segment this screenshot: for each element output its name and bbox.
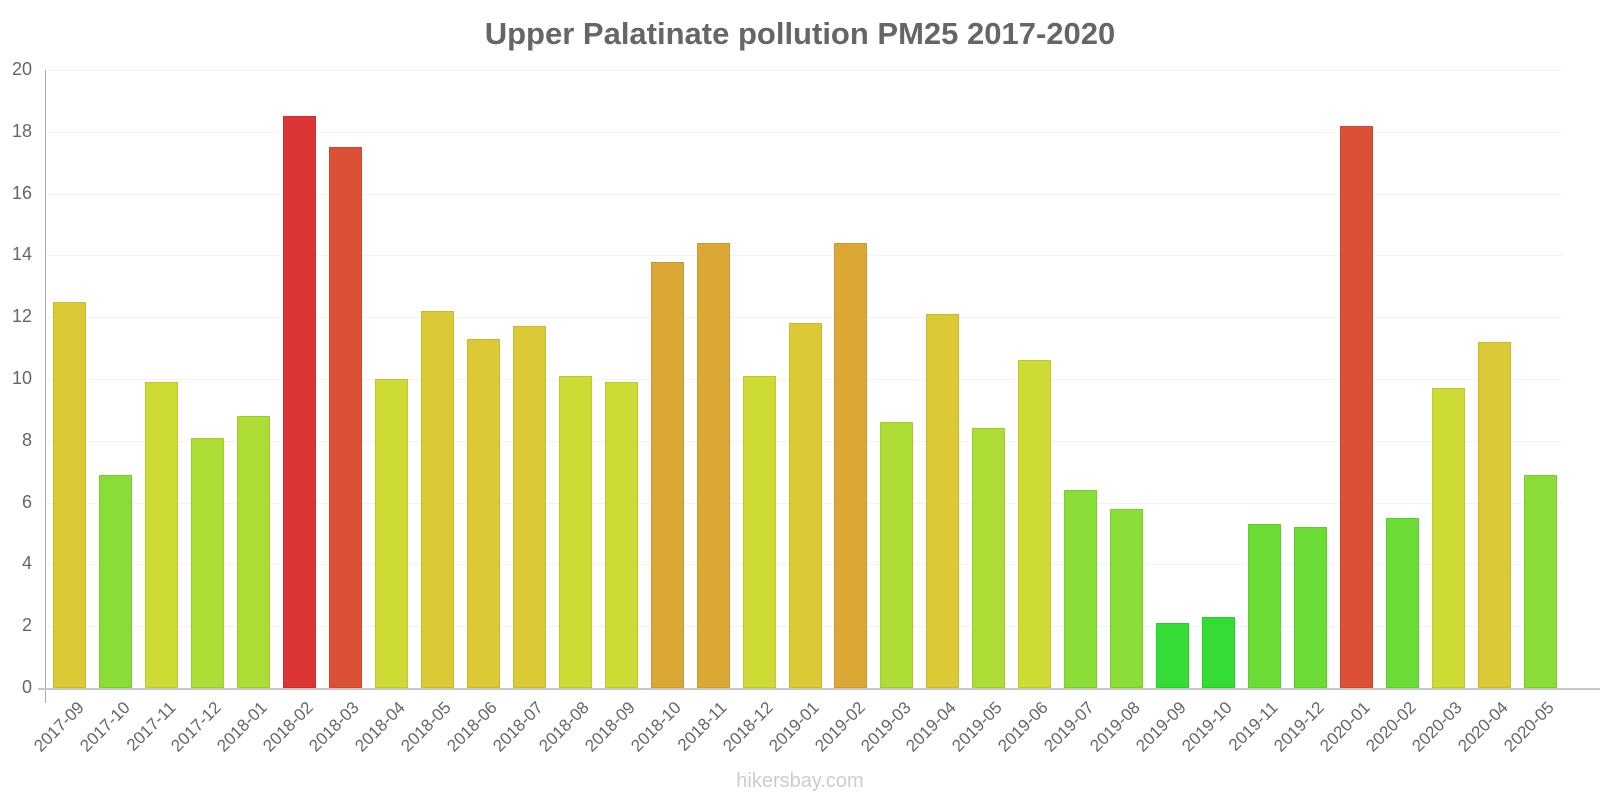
bar-2019-06[interactable] xyxy=(1018,360,1052,688)
x-tick-label: 2020-03 xyxy=(1408,698,1466,756)
x-axis-line xyxy=(38,688,1600,690)
bar-2018-02[interactable] xyxy=(283,116,317,688)
x-tick-label: 2018-10 xyxy=(627,698,685,756)
bar-2018-03[interactable] xyxy=(329,147,363,688)
bar-2018-04[interactable] xyxy=(375,379,409,688)
bar-2017-12[interactable] xyxy=(191,437,225,688)
gridline xyxy=(46,193,1562,195)
bar-2018-09[interactable] xyxy=(604,382,638,688)
x-tick-label: 2018-04 xyxy=(351,698,409,756)
x-tick-label: 2017-12 xyxy=(167,698,226,756)
bar-2020-04[interactable] xyxy=(1477,341,1511,688)
x-tick-label: 2018-02 xyxy=(259,698,318,756)
bar-2019-08[interactable] xyxy=(1110,508,1144,688)
x-tick-label: 2019-07 xyxy=(1040,698,1099,756)
bar-2018-08[interactable] xyxy=(558,375,592,688)
x-tick-label: 2018-05 xyxy=(397,698,455,756)
bar-2018-06[interactable] xyxy=(466,338,500,688)
plot-area xyxy=(46,70,1562,688)
x-tick-label: 2019-10 xyxy=(1178,698,1236,756)
x-tick-label: 2020-02 xyxy=(1362,698,1420,756)
x-tick-label: 2018-07 xyxy=(489,698,547,756)
x-tick-label: 2020-04 xyxy=(1453,698,1512,756)
bar-2019-10[interactable] xyxy=(1201,616,1235,688)
y-tick-label: 14 xyxy=(11,244,32,265)
bar-2018-11[interactable] xyxy=(696,243,730,688)
x-tick-label: 2018-03 xyxy=(305,698,364,756)
chart-title: Upper Palatinate pollution PM25 2017-202… xyxy=(484,16,1116,51)
gridline xyxy=(46,317,1562,319)
y-tick-label: 16 xyxy=(11,182,32,203)
x-tick-label: 2019-02 xyxy=(810,698,869,756)
x-tick-label: 2019-01 xyxy=(764,698,823,756)
x-tick-label: 2019-08 xyxy=(1086,698,1145,756)
bar-2019-01[interactable] xyxy=(788,323,822,688)
bar-2019-02[interactable] xyxy=(834,243,868,688)
x-tick-label: 2019-12 xyxy=(1270,698,1328,756)
x-tick-label: 2018-11 xyxy=(673,698,731,755)
x-tick-label: 2019-03 xyxy=(856,698,915,756)
y-tick-label: 20 xyxy=(11,59,32,79)
bar-2019-11[interactable] xyxy=(1247,524,1281,688)
x-tick-label: 2017-09 xyxy=(29,698,88,756)
x-tick-label: 2018-01 xyxy=(213,698,272,756)
gridline xyxy=(46,131,1562,133)
x-tick-label: 2017-10 xyxy=(75,698,134,756)
watermark: hikersbay.com xyxy=(736,770,864,792)
bar-2019-03[interactable] xyxy=(880,422,914,688)
bar-2018-07[interactable] xyxy=(512,326,546,688)
y-tick-label: 6 xyxy=(21,491,32,512)
bar-2019-05[interactable] xyxy=(972,428,1006,688)
y-tick-label: 10 xyxy=(11,368,32,388)
gridline xyxy=(46,70,1562,71)
bar-2017-11[interactable] xyxy=(145,382,179,688)
bar-2019-04[interactable] xyxy=(926,314,960,688)
bar-2020-02[interactable] xyxy=(1385,518,1419,688)
y-tick-label: 0 xyxy=(21,677,32,697)
bar-2017-10[interactable] xyxy=(99,474,133,688)
bar-2019-12[interactable] xyxy=(1293,527,1327,688)
x-tick-label: 2018-12 xyxy=(718,698,777,756)
bar-2020-03[interactable] xyxy=(1431,388,1465,688)
x-tick-label: 2019-04 xyxy=(902,698,961,756)
bar-2018-12[interactable] xyxy=(742,375,776,688)
y-tick-label: 8 xyxy=(21,429,32,450)
bar-2020-05[interactable] xyxy=(1523,474,1557,688)
x-tick-label: 2020-05 xyxy=(1499,698,1558,756)
bar-2019-09[interactable] xyxy=(1156,623,1189,688)
bar-2018-01[interactable] xyxy=(237,416,271,688)
y-tick-label: 12 xyxy=(11,306,32,327)
x-tick-label: 2019-06 xyxy=(994,698,1053,756)
gridline xyxy=(46,255,1562,257)
x-tick-label: 2019-05 xyxy=(948,698,1007,756)
x-tick-label: 2020-01 xyxy=(1316,698,1374,756)
bar-2018-10[interactable] xyxy=(650,261,684,688)
x-tick-label: 2018-08 xyxy=(535,698,593,756)
bar-2018-05[interactable] xyxy=(420,311,454,688)
bar-2020-01[interactable] xyxy=(1339,125,1373,688)
x-tick-label: 2018-06 xyxy=(443,698,501,756)
x-tick-label: 2018-09 xyxy=(581,698,639,756)
x-tick-label: 2019-09 xyxy=(1132,698,1190,756)
y-tick-label: 4 xyxy=(21,553,32,574)
y-axis-line xyxy=(45,70,46,703)
y-tick-label: 18 xyxy=(11,120,32,141)
bar-2019-07[interactable] xyxy=(1064,490,1098,688)
y-tick-label: 2 xyxy=(21,615,32,636)
bar-2017-09[interactable] xyxy=(53,301,87,688)
